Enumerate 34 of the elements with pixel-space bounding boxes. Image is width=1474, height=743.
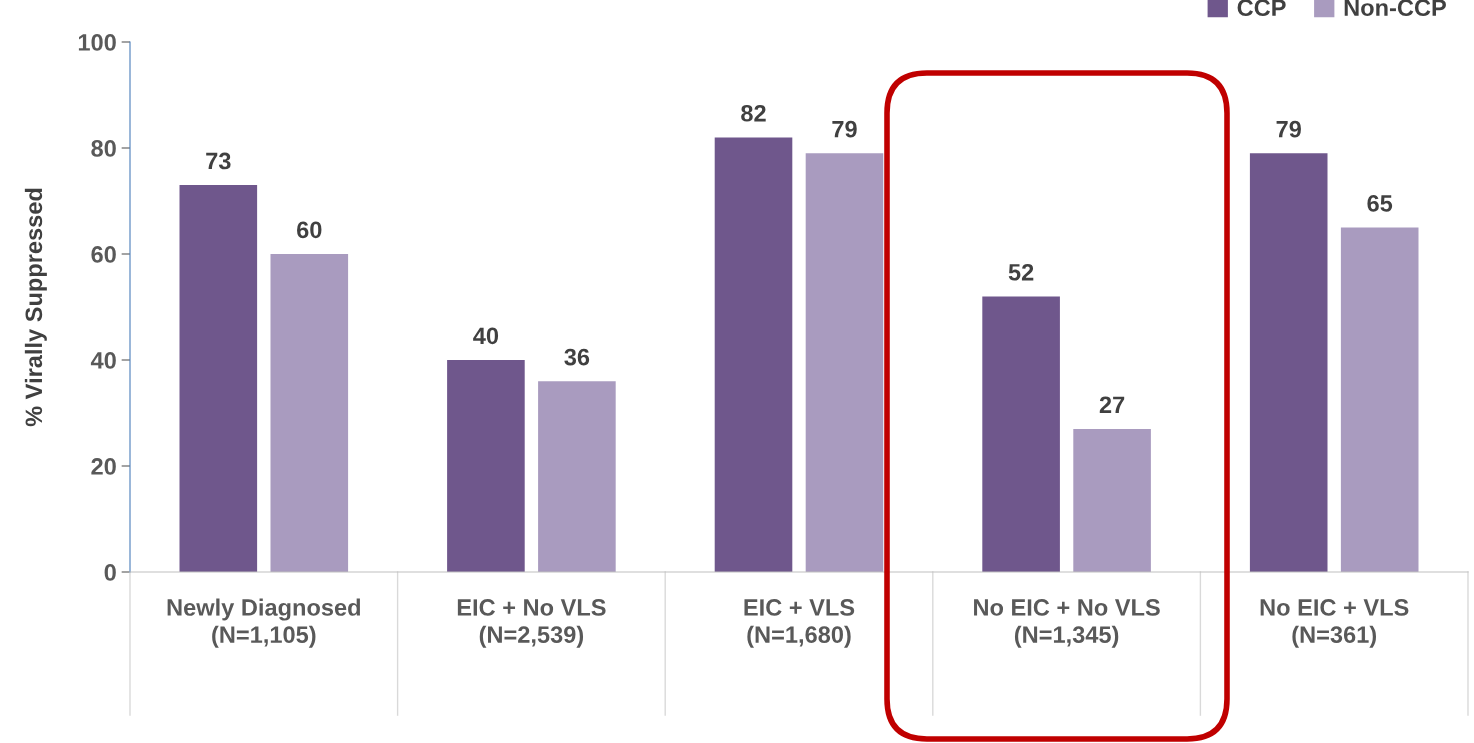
data-label: 40 [473, 327, 499, 345]
bar [805, 153, 884, 572]
y-tick-label: 80 [91, 140, 116, 157]
y-axis-title: % Virally Suppressed [24, 188, 47, 427]
bar [447, 360, 525, 572]
x-tick-label: No EIC + VLS (N=361) [1260, 599, 1409, 648]
bar [982, 296, 1060, 572]
bar [179, 185, 258, 572]
y-tick-label: 100 [78, 34, 116, 51]
x-tick-label: EIC + No VLS (N=2,539) [457, 599, 606, 648]
data-label: 82 [741, 104, 766, 122]
data-label: 36 [564, 348, 590, 366]
data-label: 73 [206, 152, 231, 170]
bar [538, 381, 616, 572]
legend-label: CCP [1237, 0, 1286, 17]
x-tick-label: Newly Diagnosed (N=1,105) [167, 598, 360, 648]
data-label: 79 [832, 120, 857, 138]
data-label: 27 [1099, 396, 1125, 413]
x-tick-label: No EIC + No VLS (N=1,345) [974, 599, 1160, 648]
x-tick-label: EIC + VLS (N=1,680) [744, 599, 855, 648]
bar [714, 137, 793, 572]
bar [1340, 227, 1419, 572]
y-tick-label: 40 [90, 352, 116, 369]
bar [1073, 428, 1151, 572]
bar [270, 254, 349, 572]
data-label: 60 [297, 221, 322, 239]
bar [1249, 153, 1328, 572]
data-label: 52 [1008, 263, 1034, 281]
data-label: 65 [1367, 195, 1393, 212]
data-label: 79 [1276, 120, 1301, 138]
y-tick-label: 20 [91, 458, 116, 475]
y-tick-label: 60 [91, 246, 116, 263]
legend-label: Non-CCP [1344, 0, 1446, 17]
y-tick-label: 0 [104, 564, 116, 581]
